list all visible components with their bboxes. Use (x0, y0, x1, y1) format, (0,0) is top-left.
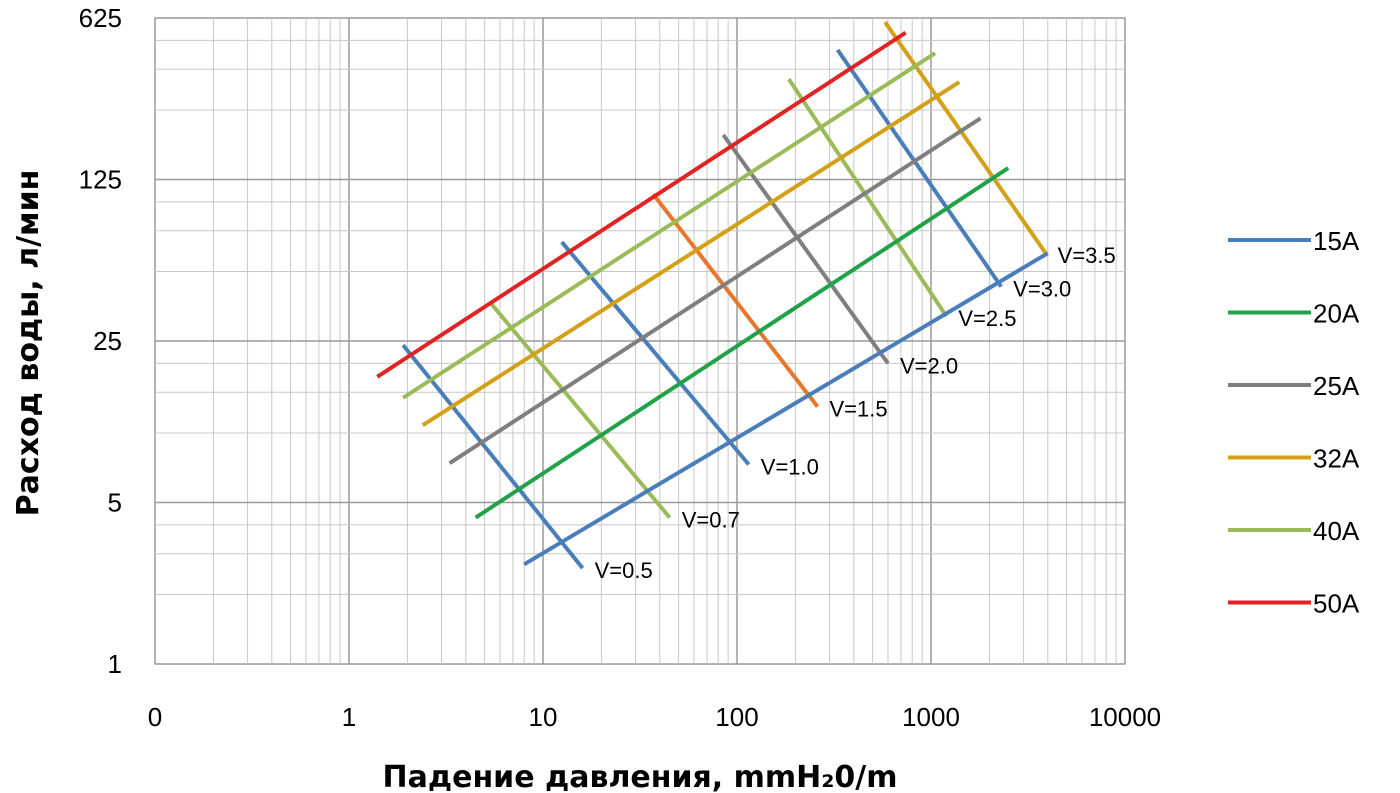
series-line (376, 31, 907, 379)
legend-label: 32A (1313, 444, 1360, 474)
y-tick-label: 625 (79, 3, 122, 33)
x-tick-label: 0 (148, 702, 162, 732)
x-tick-label: 1000 (902, 702, 960, 732)
velocity-line (401, 343, 585, 570)
y-tick-label: 5 (108, 488, 122, 518)
velocity-label: V=0.5 (595, 558, 653, 583)
velocity-labels: V=0.5 V=0.7 V=1.0 V=1.5 V=2.0V=2.5 V=3.0 V=3.5 (595, 243, 1116, 583)
velocity-label: V=3.0 (1013, 277, 1071, 302)
velocity-label: V=1.5 (830, 397, 888, 422)
velocity-line (835, 48, 1003, 288)
velocity-label: V=3.5 (1058, 243, 1116, 268)
series-line (421, 80, 961, 427)
y-tick-label: 1 (108, 649, 122, 679)
series-line (402, 51, 937, 400)
velocity-line (560, 240, 751, 466)
velocity-line (487, 300, 672, 519)
series-line (474, 166, 1010, 520)
series-line (523, 251, 1049, 567)
x-tick-label: 100 (715, 702, 758, 732)
legend-label: 15A (1313, 226, 1360, 256)
legend-label: 40A (1313, 516, 1360, 546)
y-tick-label: 125 (79, 165, 122, 195)
velocity-label: V=0.7 (682, 508, 740, 533)
legend-label: 20A (1313, 299, 1360, 329)
x-tick-label: 10000 (1089, 702, 1161, 732)
x-axis-title: Падение давления, mmH₂0/m (383, 760, 898, 793)
grid (154, 17, 1126, 665)
velocity-label: V=2.0 (900, 353, 958, 378)
velocity-line (651, 192, 820, 408)
velocity-label: V=1.0 (761, 455, 819, 480)
velocity-line (787, 77, 949, 318)
x-tick-label: 10 (529, 702, 558, 732)
velocity-line (883, 20, 1048, 255)
legend-label: 50A (1313, 589, 1360, 619)
y-axis-title: Расход воды, л/мин (11, 170, 46, 517)
legend: 15A 20A 25A 32A 40A 50A (1228, 226, 1360, 619)
velocity-label: V=2.5 (958, 306, 1016, 331)
series-lines (376, 31, 1049, 567)
series-line (448, 116, 982, 465)
y-tick-label: 25 (93, 326, 122, 356)
legend-label: 25A (1313, 371, 1360, 401)
x-tick-label: 1 (342, 702, 356, 732)
velocity-lines (401, 20, 1048, 570)
